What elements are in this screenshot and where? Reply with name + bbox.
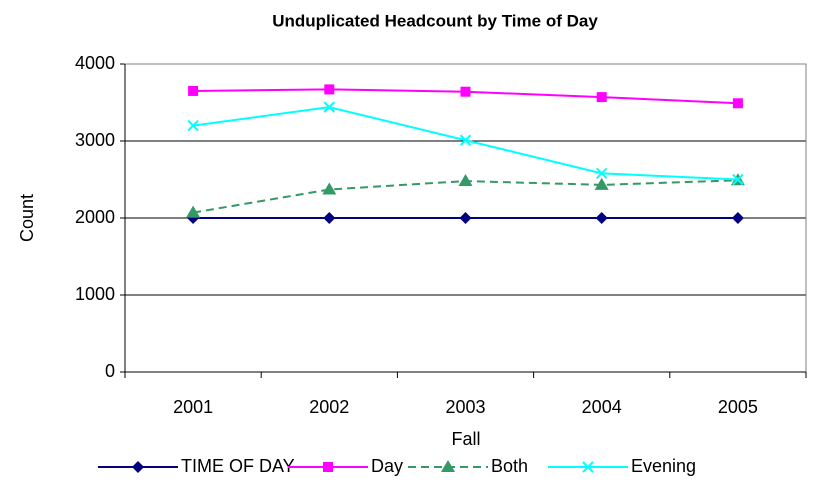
legend-marker — [441, 460, 455, 472]
point — [596, 92, 607, 103]
x-tick-label: 2003 — [445, 397, 485, 417]
point — [595, 212, 608, 224]
legend-marker — [323, 462, 333, 472]
x-tick-label: 2002 — [309, 397, 349, 417]
legend-label: Day — [371, 456, 403, 476]
point — [459, 134, 472, 146]
point — [732, 98, 743, 109]
point — [187, 119, 199, 132]
point — [323, 212, 336, 224]
point — [460, 86, 471, 97]
x-tick-label: 2001 — [173, 397, 213, 417]
point — [186, 205, 201, 218]
y-tick-label: 0 — [105, 361, 115, 381]
legend-label: Evening — [631, 456, 696, 476]
y-axis-label: Count — [17, 194, 37, 242]
legend-label: TIME OF DAY — [181, 456, 295, 476]
x-tick-label: 2004 — [582, 397, 622, 417]
series-line — [192, 106, 738, 181]
point — [458, 174, 473, 187]
point — [323, 101, 336, 113]
x-tick-label: 2005 — [718, 397, 758, 417]
point — [594, 177, 609, 190]
point — [459, 212, 472, 224]
y-tick-label: 3000 — [75, 130, 115, 150]
legend-marker — [582, 461, 594, 473]
x-axis-label: Fall — [451, 429, 480, 449]
point — [732, 173, 744, 186]
point — [731, 212, 744, 224]
point — [324, 84, 335, 95]
legend-marker — [132, 461, 144, 473]
point — [188, 85, 199, 96]
chart-title: Unduplicated Headcount by Time of Day — [272, 11, 598, 30]
point — [322, 182, 337, 195]
legend-label: Both — [491, 456, 528, 476]
y-tick-label: 1000 — [75, 284, 115, 304]
y-tick-label: 4000 — [75, 53, 115, 73]
point — [595, 167, 608, 180]
y-tick-label: 2000 — [75, 207, 115, 227]
